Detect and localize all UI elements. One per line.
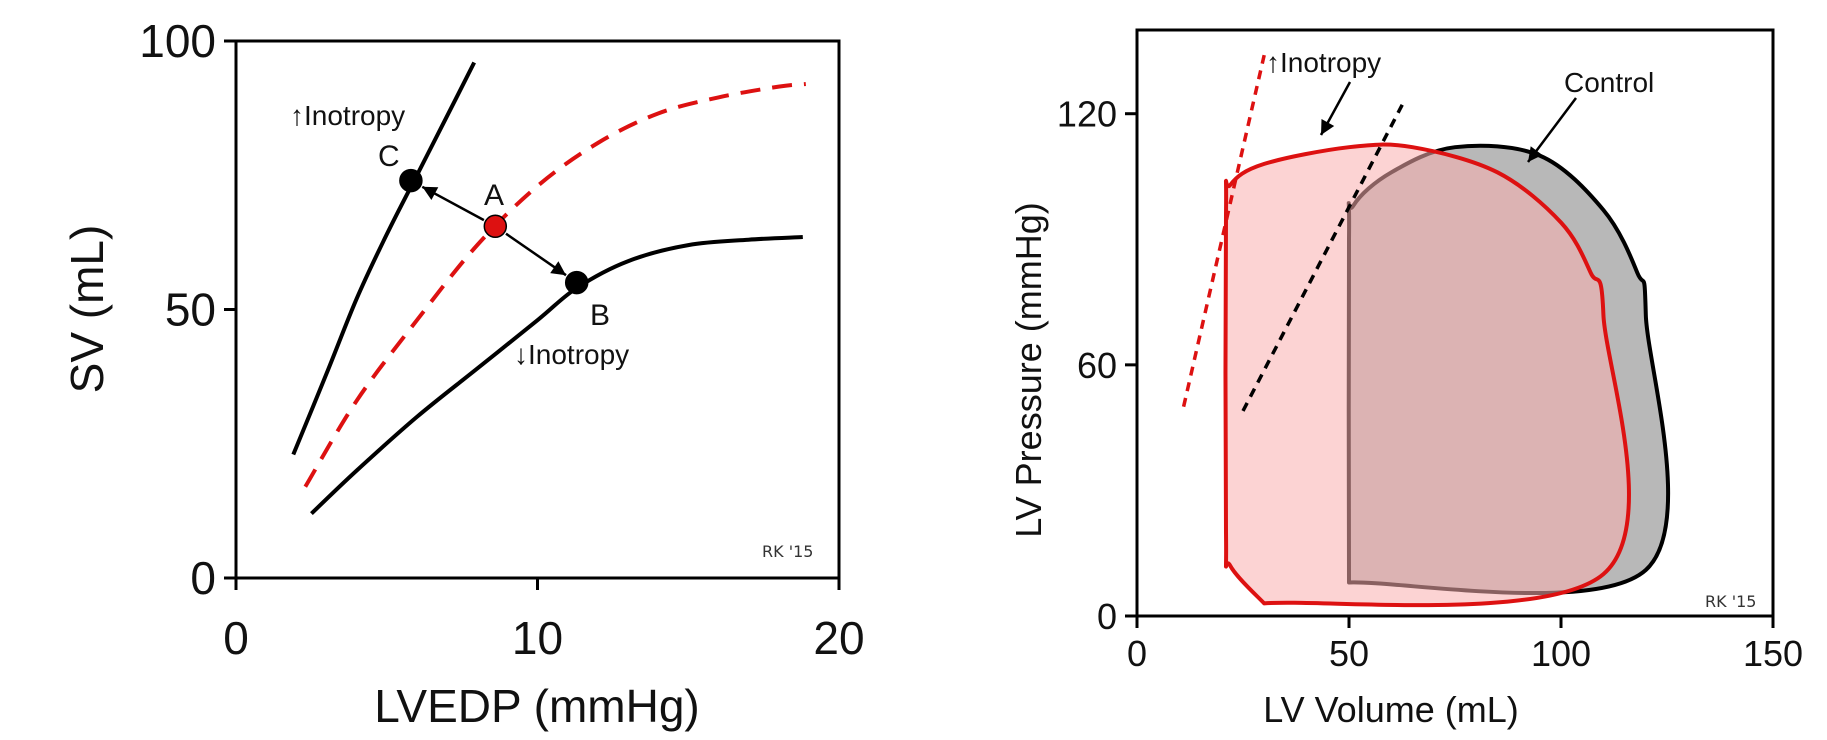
- arrow-inotropy-annotation-head: [1321, 119, 1335, 135]
- chart-pv-loop: 0 50 100 150 0 60 120 LV Volume (mL) LV Pressu…: [1008, 28, 1803, 730]
- point-c: [399, 168, 423, 193]
- left-series-layer: [291, 61, 806, 516]
- right-series-layer: [1181, 54, 1671, 608]
- right-y-tick-label: 120: [1057, 94, 1117, 135]
- espvr-inotropy: [1181, 54, 1266, 408]
- arrow-a-to-c-head: [422, 186, 439, 200]
- signature-left: RK '15: [762, 542, 813, 561]
- left-ticks-layer: 0 10 20 0 50 100: [139, 15, 864, 664]
- point-b: [564, 270, 589, 295]
- signature-right: RK '15: [1705, 592, 1756, 611]
- left-y-axis-title: SV (mL): [61, 225, 113, 394]
- espvr-control: [1241, 100, 1406, 412]
- left-x-tick-label: 0: [223, 612, 249, 664]
- point-label-c: C: [378, 140, 400, 173]
- arrow-control-annotation-head: [1528, 146, 1543, 162]
- left-x-tick-label: 20: [813, 612, 864, 664]
- point-label-a: A: [484, 179, 504, 212]
- right-y-axis-title: LV Pressure (mmHg): [1008, 202, 1049, 537]
- right-x-tick-label: 150: [1743, 633, 1803, 674]
- label-up-inotropy-left: ↑Inotropy: [290, 100, 405, 131]
- right-x-tick-label: 100: [1531, 633, 1591, 674]
- label-up-inotropy-right: ↑Inotropy: [1266, 47, 1381, 78]
- left-series-line-2: [310, 235, 803, 516]
- right-x-tick-label: 0: [1127, 633, 1147, 674]
- right-y-tick-label: 0: [1097, 596, 1117, 637]
- plot-frame-right: [1135, 28, 1775, 618]
- pv-loop-inotropy: [1223, 142, 1631, 608]
- left-y-tick-label: 50: [165, 284, 216, 336]
- right-x-axis-title: LV Volume (mL): [1263, 689, 1518, 730]
- label-control-right: Control: [1564, 67, 1654, 98]
- right-ticks-layer: 0 50 100 150 0 60 120: [1057, 94, 1803, 674]
- right-y-tick-label: 60: [1077, 345, 1117, 386]
- left-y-tick-label: 0: [190, 552, 216, 604]
- chart-sv-vs-lvedp: 0 10 20 0 50 100 LVEDP (mmHg) SV (mL) ↑Inotro…: [61, 15, 865, 732]
- point-a: [483, 214, 508, 239]
- point-label-b: B: [590, 299, 610, 332]
- left-x-tick-label: 10: [512, 612, 563, 664]
- arrow-a-to-b-head: [550, 261, 566, 276]
- left-x-axis-title: LVEDP (mmHg): [374, 680, 699, 732]
- right-x-tick-label: 50: [1329, 633, 1369, 674]
- left-y-tick-label: 100: [139, 15, 216, 67]
- label-down-inotropy-left: ↓Inotropy: [514, 339, 629, 370]
- left-series-line-0: [291, 61, 476, 456]
